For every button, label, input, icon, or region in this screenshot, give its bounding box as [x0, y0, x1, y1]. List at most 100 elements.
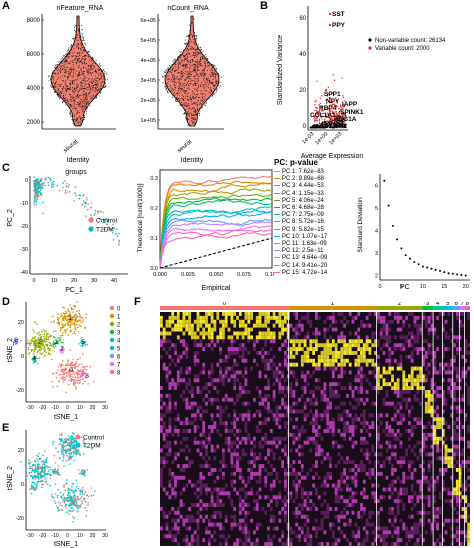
- x-tick-label: 0: [66, 533, 69, 539]
- violin-point: [188, 113, 190, 115]
- legend-swatch: [274, 264, 280, 266]
- violin-point: [187, 103, 189, 104]
- b-point-nonvariable: [337, 115, 339, 117]
- heatmap-cell: [408, 312, 411, 316]
- tsne-point: [51, 469, 53, 471]
- violin-point: [60, 94, 62, 96]
- heatmap-cell: [405, 315, 408, 320]
- violin-point: [73, 101, 75, 103]
- violin-point: [96, 93, 98, 95]
- violin-point: [69, 84, 71, 86]
- violin-point: [84, 106, 86, 108]
- heatmap-cell: [326, 315, 330, 320]
- tsne-point: [71, 500, 74, 502]
- violin-point: [92, 72, 94, 74]
- violin-point: [212, 94, 214, 96]
- tsne-point: [51, 372, 54, 375]
- tsne-point: [42, 463, 44, 465]
- violin-point: [83, 50, 85, 52]
- violin-point: [201, 84, 203, 86]
- gene-label: COL1A1: [310, 112, 336, 119]
- violin-point: [196, 36, 198, 37]
- heatmap-cell: [329, 351, 332, 355]
- heatmap-cell: [292, 343, 296, 348]
- violin-point: [92, 87, 94, 89]
- violin-point: [75, 25, 77, 26]
- b-point-variable: [338, 111, 340, 114]
- tsne-point: [69, 494, 72, 497]
- violin-point: [71, 55, 73, 57]
- b-point-variable: [318, 120, 321, 122]
- heatmap-cell: [236, 335, 239, 340]
- violin-point: [185, 110, 186, 111]
- tsne-point: [14, 343, 17, 345]
- violin-point: [203, 85, 205, 87]
- heatmap-cell: [416, 327, 420, 332]
- b-point-nonvariable: [324, 127, 326, 129]
- b-point-variable: [330, 109, 332, 111]
- tsne-point: [37, 477, 39, 479]
- violin-point: [190, 26, 192, 28]
- heatmap-cell: [416, 335, 420, 340]
- tsne-point: [52, 386, 54, 388]
- violin-point: [197, 64, 199, 65]
- violin-point: [92, 57, 94, 59]
- heatmap-cell: [176, 319, 180, 324]
- violin-point: [200, 63, 202, 65]
- b-point-variable: [328, 121, 330, 123]
- violin-point: [197, 107, 199, 109]
- heatmap-cell: [174, 351, 177, 355]
- violin-point: [189, 35, 191, 37]
- heatmap-cell: [441, 343, 445, 348]
- violin-point: [88, 92, 90, 94]
- heatmap-cell: [422, 354, 425, 359]
- b-point-variable: [340, 106, 342, 109]
- heatmap-cell: [272, 335, 276, 340]
- tsne-point: [75, 313, 77, 316]
- tsne-point: [62, 498, 65, 501]
- tsne-point: [37, 467, 39, 470]
- violin-point: [100, 85, 102, 87]
- violin-point: [188, 49, 190, 51]
- heatmap-cell: [267, 358, 270, 363]
- violin-point: [196, 90, 198, 92]
- violin-point: [101, 75, 102, 77]
- violin-point: [59, 93, 61, 95]
- tsne-point: [83, 327, 86, 329]
- tsne-point: [43, 461, 45, 464]
- tsne-point: [54, 336, 56, 339]
- tsne-point: [81, 370, 84, 373]
- tsne-point: [63, 319, 65, 321]
- violin-point: [73, 100, 75, 102]
- violin-point: [178, 88, 180, 89]
- violin-point: [67, 56, 69, 58]
- heatmap-cell: [416, 339, 420, 344]
- violin-point: [175, 86, 177, 88]
- jackstraw-xlabel: Empirical: [202, 285, 231, 292]
- x-tick-label: 0.075: [237, 272, 251, 278]
- heatmap-cell: [224, 354, 228, 359]
- violin-point: [195, 73, 197, 75]
- heatmap-cell: [368, 358, 372, 363]
- tsne-point: [62, 334, 64, 337]
- heatmap-cell: [272, 339, 276, 344]
- tsne-point: [69, 447, 72, 450]
- tsne-point: [69, 455, 72, 458]
- violin-point: [79, 48, 81, 49]
- tsne-point: [28, 459, 31, 462]
- pca-point: [34, 185, 37, 187]
- tsne-point: [59, 434, 61, 436]
- tsne-point: [54, 493, 57, 495]
- violin-point: [69, 94, 71, 96]
- heatmap-cell: [439, 312, 442, 316]
- b-point-variable: [318, 111, 321, 113]
- tsne-point: [74, 376, 77, 379]
- violin-point: [191, 46, 193, 48]
- violin-point: [199, 108, 201, 110]
- violin-point: [91, 85, 93, 87]
- elbow-point: [383, 179, 386, 182]
- heatmap-cell: [306, 331, 310, 336]
- violin-point: [76, 112, 78, 114]
- x-tick-label: 10: [77, 533, 83, 539]
- heatmap-cell: [323, 358, 327, 363]
